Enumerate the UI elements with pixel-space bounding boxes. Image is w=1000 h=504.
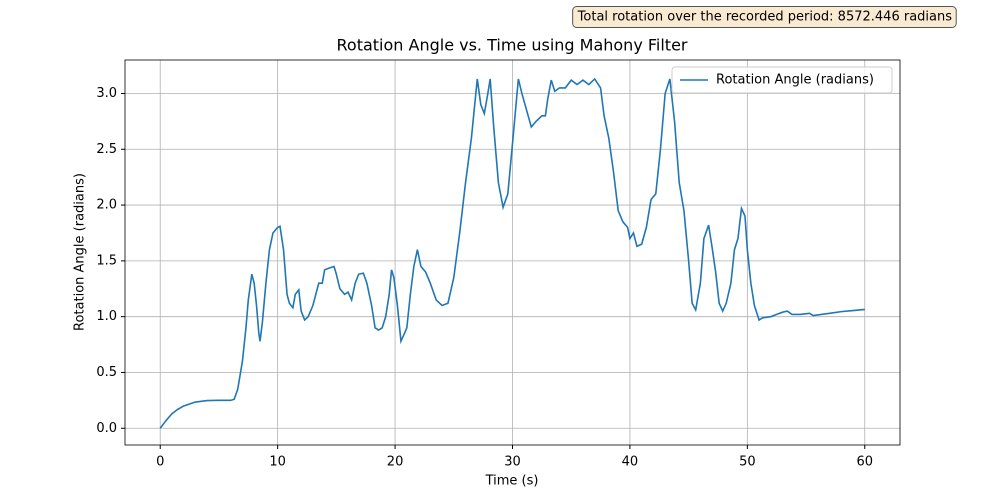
plot-frame (124, 59, 901, 446)
legend-label: Rotation Angle (radians) (716, 73, 874, 88)
y-tick-label: 1.0 (96, 309, 117, 324)
chart-title: Rotation Angle vs. Time using Mahony Fil… (337, 36, 688, 55)
annotation: Total rotation over the recorded period:… (577, 10, 953, 25)
x-tick-label: 10 (269, 455, 286, 470)
x-tick-label: 20 (387, 455, 404, 470)
x-tick-label: 0 (156, 455, 164, 470)
y-tick-label: 2.0 (96, 198, 117, 213)
legend-box (671, 66, 893, 94)
x-tick-label: 40 (622, 455, 639, 470)
y-tick-label: 0.0 (96, 421, 117, 436)
y-tick-label: 1.5 (96, 253, 117, 268)
x-tick-label: 60 (856, 455, 873, 470)
y-tick-label: 2.5 (96, 142, 117, 157)
x-axis-label: Time (s) (485, 474, 539, 489)
data-line (159, 77, 865, 429)
y-axis-label: Rotation Angle (radians) (73, 173, 88, 331)
y-tick-label: 0.5 (96, 365, 117, 380)
y-tick-label: 3.0 (96, 86, 117, 101)
annotation-box (572, 6, 957, 28)
x-tick-label: 50 (739, 455, 756, 470)
x-tick-label: 30 (504, 455, 521, 470)
